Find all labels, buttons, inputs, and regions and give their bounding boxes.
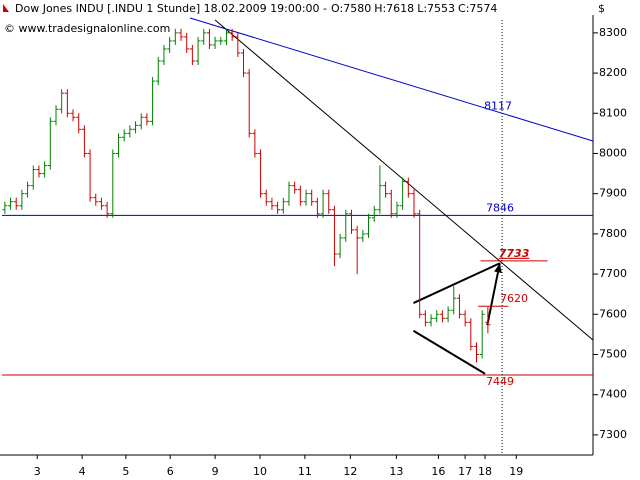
level-label: 7620 <box>500 292 528 305</box>
y-tick-label: 8300 <box>599 26 627 39</box>
y-tick-label: 7700 <box>599 267 627 280</box>
level-label: 7733 <box>499 247 530 260</box>
title-value: C:7574 <box>458 2 497 15</box>
line-label: 7846 <box>486 201 514 214</box>
trendline <box>486 263 501 326</box>
title-value: O:7580 <box>331 2 371 15</box>
trendline <box>189 17 594 142</box>
trendline <box>214 19 594 341</box>
y-tick-label: 7300 <box>599 428 627 441</box>
y-tick-label: 7900 <box>599 187 627 200</box>
y-tick-label: 8000 <box>599 146 627 159</box>
y-tick-label: 7500 <box>599 347 627 360</box>
x-tick-label: 17 <box>458 465 472 478</box>
x-tick-label: 19 <box>509 465 523 478</box>
y-axis-label: $ <box>598 2 605 15</box>
x-tick-label: 11 <box>298 465 312 478</box>
trendline <box>412 329 486 375</box>
x-tick-label: 10 <box>253 465 267 478</box>
y-tick-label: 8200 <box>599 66 627 79</box>
chart-subtitle: © www.tradesignalonline.com <box>4 22 170 35</box>
x-tick-label: 13 <box>389 465 403 478</box>
line-label: 7449 <box>486 375 514 388</box>
x-tick-label: 12 <box>343 465 357 478</box>
x-tick-label: 9 <box>212 465 219 478</box>
y-tick-label: 7400 <box>599 388 627 401</box>
y-tick-label: 7800 <box>599 227 627 240</box>
trendline <box>413 262 501 304</box>
x-tick-label: 3 <box>34 465 41 478</box>
icon <box>3 4 9 12</box>
arrowhead <box>494 263 502 274</box>
x-tick-label: 5 <box>122 465 129 478</box>
x-tick-label: 6 <box>167 465 174 478</box>
x-tick-label: 4 <box>79 465 86 478</box>
title-value: H:7618 <box>374 2 414 15</box>
x-tick-label: 16 <box>431 465 445 478</box>
chart-title: Dow Jones INDU [.INDU 1 Stunde] 18.02.20… <box>15 2 327 15</box>
y-tick-label: 8100 <box>599 106 627 119</box>
y-tick-label: 7600 <box>599 307 627 320</box>
line-label: 8117 <box>484 99 512 112</box>
x-tick-label: 18 <box>478 465 492 478</box>
title-value: L:7553 <box>417 2 455 15</box>
